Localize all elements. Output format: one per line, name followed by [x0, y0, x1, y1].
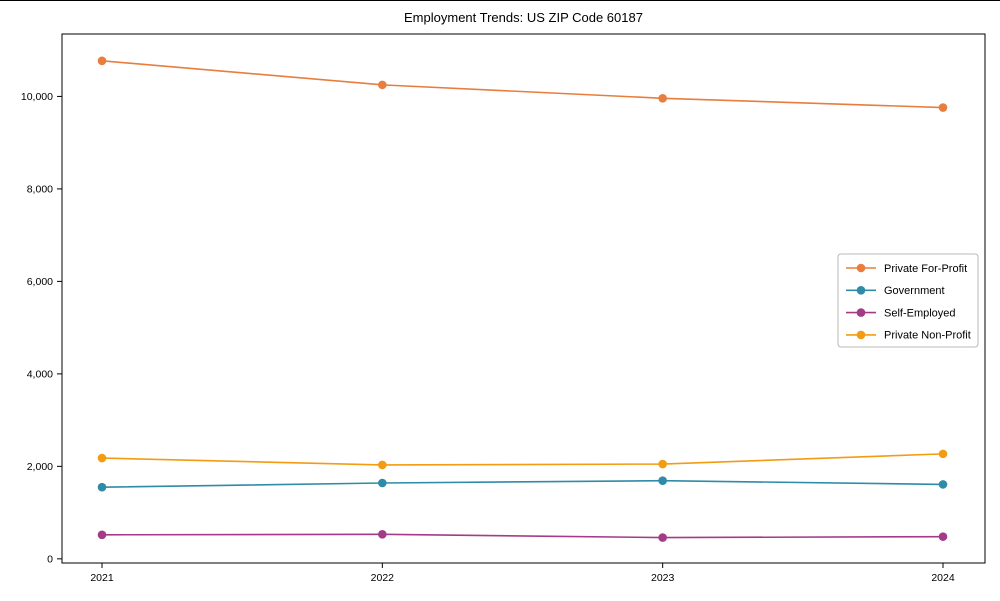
y-axis-tick-label: 10,000: [21, 91, 53, 103]
series-line-private-non-profit: [101, 453, 944, 466]
x-axis-tick-label: 2022: [371, 572, 395, 584]
series-line-government: [101, 479, 944, 488]
plot-border: [61, 33, 986, 564]
data-point-private-non-profit: [97, 453, 107, 463]
legend-marker-dot-self-employed: [856, 308, 866, 317]
series-line-private-for-profit: [101, 60, 944, 109]
data-point-self-employed: [658, 533, 667, 542]
data-point-private-non-profit: [938, 449, 948, 459]
x-axis-tick-label: 2021: [90, 572, 114, 584]
data-point-private-for-profit: [97, 56, 107, 66]
legend-label-self-employed: Self-Employed: [884, 307, 956, 319]
y-axis-tick-label: 0: [47, 553, 53, 565]
data-point-private-for-profit: [658, 93, 667, 103]
data-point-government: [938, 480, 948, 489]
legend-label-private-non-profit: Private Non-Profit: [884, 330, 971, 342]
data-point-government: [378, 478, 387, 488]
series-line-self-employed: [101, 533, 944, 539]
y-axis-tick-label: 2,000: [27, 461, 53, 473]
legend-label-private-for-profit: Private For-Profit: [884, 263, 967, 275]
y-axis-tick-label: 8,000: [27, 183, 53, 195]
y-axis-tick-label: 6,000: [27, 276, 53, 288]
legend-marker-dot-government: [856, 286, 866, 295]
data-point-private-for-profit: [938, 103, 948, 112]
legend-marker-dot-private-for-profit: [856, 263, 866, 273]
x-axis-tick-label: 2024: [931, 572, 955, 584]
data-point-government: [97, 482, 107, 492]
chart-title: Employment Trends: US ZIP Code 60187: [404, 10, 643, 25]
legend-box: [837, 253, 979, 348]
legend-label-government: Government: [884, 285, 945, 297]
data-point-government: [658, 476, 667, 485]
data-point-private-for-profit: [378, 80, 387, 90]
x-axis-tick-label: 2023: [651, 572, 675, 584]
data-point-private-non-profit: [378, 460, 387, 470]
data-point-self-employed: [97, 530, 107, 540]
data-point-private-non-profit: [658, 459, 667, 469]
y-axis-tick-label: 4,000: [27, 368, 53, 380]
data-point-self-employed: [378, 530, 387, 539]
legend-marker-dot-private-non-profit: [856, 330, 866, 340]
data-point-self-employed: [938, 532, 948, 541]
